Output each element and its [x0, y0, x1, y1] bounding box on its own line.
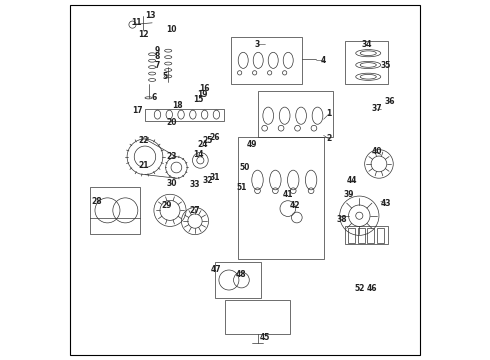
- Text: 2: 2: [326, 134, 332, 143]
- Bar: [90, 187, 140, 234]
- Text: 36: 36: [385, 97, 395, 106]
- Bar: [258, 91, 333, 137]
- Bar: [358, 228, 365, 243]
- Text: 42: 42: [290, 201, 300, 210]
- Text: 50: 50: [240, 163, 250, 172]
- Text: 26: 26: [209, 132, 220, 141]
- Text: 4: 4: [321, 56, 326, 65]
- Text: 32: 32: [202, 176, 213, 185]
- Bar: [215, 262, 261, 298]
- Bar: [345, 41, 388, 84]
- Bar: [231, 37, 302, 84]
- Text: 7: 7: [155, 61, 160, 70]
- Text: 43: 43: [381, 199, 392, 208]
- Text: 23: 23: [167, 152, 177, 161]
- Bar: [348, 228, 355, 243]
- Text: 34: 34: [361, 40, 372, 49]
- Text: 29: 29: [161, 201, 172, 210]
- Text: 16: 16: [198, 84, 209, 93]
- Text: 11: 11: [131, 18, 141, 27]
- Text: 12: 12: [138, 30, 148, 39]
- Text: 21: 21: [138, 161, 148, 170]
- Text: 39: 39: [343, 190, 354, 199]
- Text: 8: 8: [155, 52, 160, 61]
- Text: 33: 33: [190, 180, 200, 189]
- Bar: [145, 109, 223, 121]
- Text: 52: 52: [354, 284, 365, 293]
- Text: 28: 28: [92, 197, 102, 206]
- Text: 35: 35: [381, 61, 392, 70]
- Bar: [377, 228, 384, 243]
- Bar: [345, 226, 388, 244]
- Text: 25: 25: [202, 136, 213, 145]
- Text: 46: 46: [367, 284, 377, 293]
- Text: 45: 45: [260, 333, 270, 342]
- Text: 19: 19: [197, 90, 207, 99]
- Text: 3: 3: [255, 40, 260, 49]
- Bar: [367, 228, 374, 243]
- Text: 17: 17: [132, 106, 143, 115]
- Text: 41: 41: [283, 190, 293, 199]
- Bar: [225, 300, 290, 334]
- Text: 15: 15: [194, 95, 204, 104]
- Text: 20: 20: [167, 118, 177, 127]
- Text: 5: 5: [162, 72, 167, 81]
- Text: 51: 51: [236, 183, 246, 192]
- Text: 14: 14: [194, 150, 204, 159]
- Text: 24: 24: [197, 140, 207, 149]
- Text: 22: 22: [138, 136, 148, 145]
- Text: 40: 40: [372, 147, 382, 156]
- Text: 49: 49: [247, 140, 257, 149]
- Text: 13: 13: [145, 11, 156, 20]
- Text: 9: 9: [155, 46, 160, 55]
- Text: 44: 44: [347, 176, 357, 185]
- Text: 10: 10: [167, 26, 177, 35]
- Text: 31: 31: [209, 173, 220, 182]
- Text: 1: 1: [326, 109, 332, 118]
- Text: 18: 18: [172, 101, 182, 110]
- Text: 47: 47: [211, 265, 222, 274]
- Text: 30: 30: [167, 179, 177, 188]
- Text: 27: 27: [190, 206, 200, 215]
- Text: 48: 48: [236, 270, 247, 279]
- Text: 6: 6: [151, 93, 156, 102]
- Text: 37: 37: [372, 104, 383, 113]
- Text: 38: 38: [336, 215, 347, 224]
